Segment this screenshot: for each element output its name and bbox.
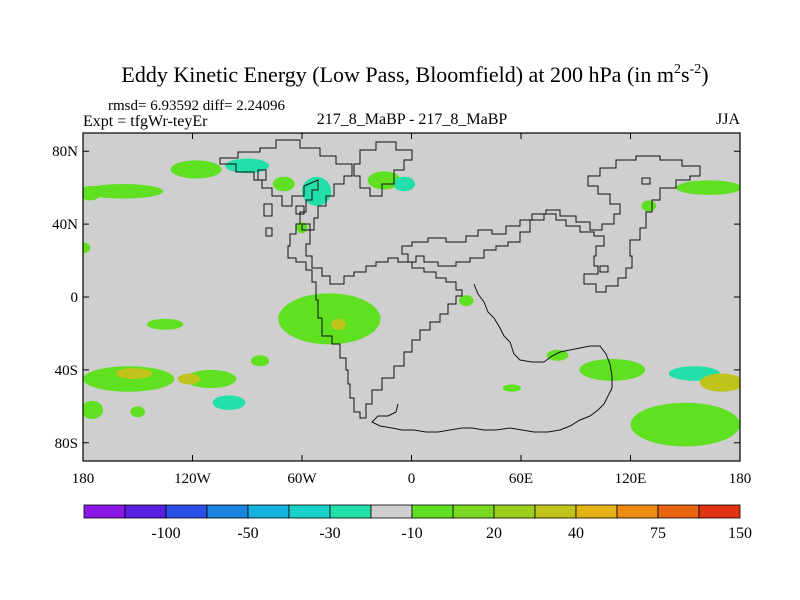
expt-label: Expt = tfgWr-teyEr xyxy=(83,113,208,130)
case-label: 217_8_MaBP - 217_8_MaBP xyxy=(317,111,508,128)
contour-green-indian2 xyxy=(546,349,569,361)
x-tick-label: 0 xyxy=(408,471,416,487)
colorbar-swatch xyxy=(370,504,413,519)
contour-green-na-arctic xyxy=(170,160,222,179)
contour-green-afr xyxy=(458,295,474,307)
colorbar-swatch xyxy=(165,504,208,519)
coastline-africa-south xyxy=(371,283,613,433)
contour-green-se-pac xyxy=(630,402,740,447)
colorbar: -100 -50 -30 -10 20 40 75 150 xyxy=(83,504,752,542)
x-axis: 180 120W 60W 0 60E 120E 180 xyxy=(72,133,752,487)
contour-yellow-se-pac xyxy=(699,373,740,392)
colorbar-swatch xyxy=(124,504,167,519)
colorbar-label: -50 xyxy=(237,525,258,542)
colorbar-swatch xyxy=(616,504,659,519)
contour-green-eq-pac xyxy=(146,318,184,330)
colorbar-label: 150 xyxy=(728,525,752,542)
title-sup-2: -2 xyxy=(690,62,702,77)
contour-yellow-eq-atl xyxy=(331,318,346,330)
contour-cyan-south-pac xyxy=(212,395,246,410)
y-tick-label: 80S xyxy=(55,436,78,452)
contour-green-south-dot xyxy=(130,406,146,418)
colorbar-label: -10 xyxy=(401,525,422,542)
contour-green-s-pac-mid xyxy=(250,355,270,367)
title-main: Eddy Kinetic Energy (Low Pass, Bloomfiel… xyxy=(121,62,674,87)
colorbar-swatch xyxy=(288,504,331,519)
stats-label: rmsd= 6.93592 diff= 2.24096 xyxy=(108,98,286,114)
contour-green-nw-atl-tiny xyxy=(83,242,91,254)
colorbar-swatch xyxy=(493,504,536,519)
title-end: ) xyxy=(701,62,708,87)
colorbar-swatch xyxy=(452,504,495,519)
contour-yellow-south1 xyxy=(115,368,153,379)
contour-green-south-band2 xyxy=(185,369,237,389)
colorbar-label: 75 xyxy=(650,525,666,542)
coastline-americas xyxy=(219,139,463,419)
coastlines xyxy=(219,139,701,433)
x-tick-label: 120E xyxy=(615,471,647,487)
x-tick-label: 180 xyxy=(729,471,752,487)
contour-green-ne-euro xyxy=(367,171,401,190)
x-tick-label: 60E xyxy=(509,471,533,487)
coastline-small-island xyxy=(599,177,651,273)
svg-text:Eddy Kinetic Energy (Low Pass,: Eddy Kinetic Energy (Low Pass, Bloomfiel… xyxy=(121,62,708,87)
colorbar-swatch xyxy=(698,504,741,519)
colorbar-swatch xyxy=(534,504,577,519)
colorbar-label: -30 xyxy=(319,525,340,542)
contour-green-eastasia xyxy=(676,180,740,195)
y-tick-label: 80N xyxy=(52,144,78,160)
contour-green-nw-pac xyxy=(83,184,164,199)
colorbar-label: -100 xyxy=(151,525,180,542)
y-tick-label: 40S xyxy=(55,363,78,379)
title-sup-1: 2 xyxy=(674,62,681,77)
contour-yellow-south2 xyxy=(177,373,200,385)
chart-title: Eddy Kinetic Energy (Low Pass, Bloomfiel… xyxy=(121,62,708,87)
colorbar-swatch xyxy=(575,504,618,519)
contour-green-south-tail xyxy=(83,400,104,420)
x-tick-label: 180 xyxy=(72,471,95,487)
contour-green-indian xyxy=(579,358,646,381)
contour-green-labrador xyxy=(272,176,295,192)
contour-cyan-scandinavia xyxy=(393,176,416,192)
colorbar-swatch xyxy=(411,504,454,519)
colorbar-swatch xyxy=(83,504,126,519)
contour-green-eq-atl xyxy=(278,293,381,345)
colorbar-label: 20 xyxy=(486,525,502,542)
map-area xyxy=(83,133,740,461)
x-tick-label: 120W xyxy=(174,471,212,487)
colorbar-label: 40 xyxy=(568,525,584,542)
colorbar-swatch xyxy=(206,504,249,519)
y-tick-label: 40N xyxy=(52,217,78,233)
y-axis: 80N 40N 0 40S 80S xyxy=(52,144,740,452)
contour-green-china xyxy=(641,200,657,212)
contour-green-nw-pac2 xyxy=(83,185,102,201)
coastline-eurasia-africa xyxy=(401,155,701,293)
colorbar-swatch xyxy=(247,504,290,519)
contour-cyan-canada xyxy=(225,158,270,174)
y-tick-label: 0 xyxy=(71,290,79,306)
contour-green-s-atl xyxy=(502,384,521,392)
season-label: JJA xyxy=(716,111,740,128)
coastline-canada-islands xyxy=(257,169,311,237)
coastline-greenland xyxy=(353,141,413,197)
colorbar-swatch xyxy=(657,504,700,519)
x-tick-label: 60W xyxy=(287,471,317,487)
title-mid: s xyxy=(681,62,690,87)
colorbar-swatch xyxy=(329,504,372,519)
